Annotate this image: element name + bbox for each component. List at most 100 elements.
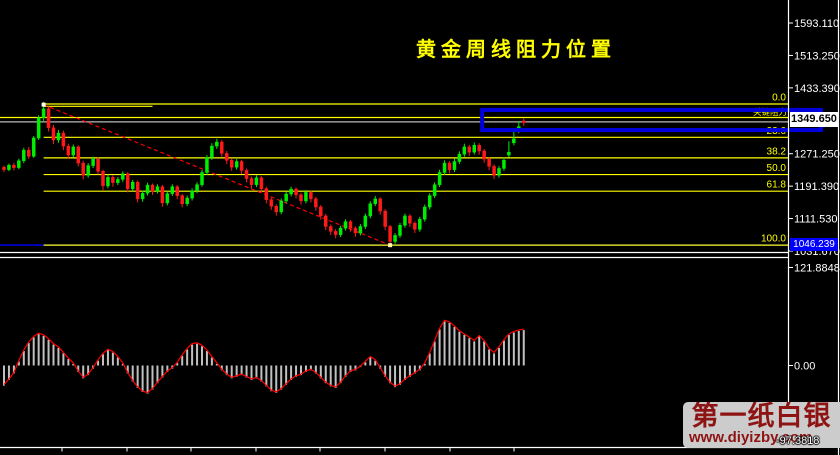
candle-body — [304, 192, 308, 202]
candle-body — [249, 178, 254, 185]
candle-body — [492, 166, 496, 176]
candle-body — [497, 168, 501, 176]
price-axis-label: 1433.390 — [794, 83, 840, 95]
candle-body — [180, 195, 184, 205]
candle-body — [457, 153, 462, 162]
candle-body — [2, 166, 6, 170]
candle-body — [61, 132, 66, 147]
candle-body — [91, 158, 95, 166]
candle-body — [66, 145, 71, 156]
candle-body — [348, 221, 353, 229]
candle-body — [46, 108, 51, 129]
candle-body — [314, 198, 318, 208]
candle-body — [190, 190, 194, 199]
chart-title: 黄金周线阻力位置 — [416, 39, 616, 61]
candle-body — [101, 171, 105, 187]
candle-body — [195, 184, 199, 192]
fib-label-0.0: 0.0 — [772, 93, 786, 104]
price-axis-label: 1593.110 — [794, 18, 839, 30]
candle-body — [403, 215, 407, 226]
candle-body — [170, 186, 175, 194]
candle-body — [338, 227, 343, 235]
candle-body — [452, 161, 457, 170]
candle-body — [413, 222, 417, 230]
candle-body — [12, 164, 16, 168]
candle-body — [51, 127, 56, 141]
candle-body — [165, 193, 170, 204]
candle-body — [264, 188, 269, 200]
candle-body — [7, 164, 11, 170]
candle-body — [309, 192, 313, 200]
candle-body — [353, 227, 358, 234]
candle-body — [522, 120, 526, 123]
candle-body — [185, 197, 189, 205]
candle-body — [269, 199, 274, 207]
fib-label-38.2: 38.2 — [767, 146, 787, 157]
bid-price-marker: 1046.239 — [790, 238, 838, 251]
site-watermark: 第一纸白银 www.diyizby.com — [683, 402, 840, 448]
candle-body — [215, 141, 219, 147]
candle-body — [279, 200, 283, 213]
candle-body — [324, 215, 328, 227]
trendline-dashed — [43, 104, 391, 246]
candle-body — [27, 149, 31, 157]
candle-body — [398, 225, 402, 236]
candle-body — [106, 177, 110, 187]
current-price-marker: 1349.650 — [790, 112, 838, 127]
candle-body — [41, 108, 46, 118]
candle-body — [418, 218, 422, 230]
candle-body — [319, 206, 323, 217]
candle-body — [383, 210, 387, 227]
candle-body — [507, 151, 511, 156]
price-axis-label: 1271.250 — [794, 149, 840, 161]
candle-body — [140, 192, 145, 200]
fib-label-61.8: 61.8 — [767, 180, 787, 191]
candle-body — [512, 138, 516, 144]
price-axis-label: 1513.250 — [794, 50, 840, 62]
candle-body — [234, 161, 239, 168]
indicator-min-label: -97.3818 — [776, 435, 820, 447]
candle-body — [150, 184, 155, 192]
candle-body — [502, 160, 506, 169]
resistance-line-label: 关键阻力 — [753, 107, 787, 117]
candle-body — [175, 186, 179, 196]
candle-body — [294, 188, 298, 196]
candle-body — [284, 193, 288, 202]
fib-label-100.0: 100.0 — [761, 234, 786, 245]
price-axis-label: 1191.390 — [794, 181, 839, 193]
fib-label-50.0: 50.0 — [767, 163, 787, 174]
fib-anchor-high-marker — [41, 102, 46, 107]
candle-body — [96, 158, 100, 172]
candle-body — [393, 235, 397, 242]
candle-body — [76, 146, 80, 164]
candle-body — [274, 205, 278, 213]
candle-body — [116, 179, 120, 183]
candle-body — [477, 145, 481, 152]
candle-body — [210, 145, 214, 158]
candle-body — [126, 173, 130, 189]
candle-body — [487, 158, 491, 167]
candle-body — [482, 150, 486, 160]
candle-body — [423, 206, 427, 220]
candle-body — [373, 198, 377, 205]
candle-body — [81, 162, 85, 176]
fib-anchor-low-marker — [388, 243, 393, 248]
candle-body — [145, 184, 150, 194]
candle-body — [462, 146, 467, 155]
candle-body — [17, 160, 21, 168]
candle-body — [432, 184, 437, 196]
candle-body — [368, 203, 373, 217]
watermark-site-name: 第一纸白银 — [691, 402, 832, 431]
candle-body — [289, 188, 293, 195]
candle-body — [56, 132, 61, 141]
candle-body — [220, 141, 224, 154]
candle-body — [86, 165, 90, 176]
candle-body — [437, 172, 442, 185]
candle-body — [71, 146, 76, 156]
candle-body — [358, 226, 363, 234]
candle-body — [388, 226, 392, 242]
candle-body — [155, 186, 160, 192]
candle-body — [160, 186, 165, 204]
